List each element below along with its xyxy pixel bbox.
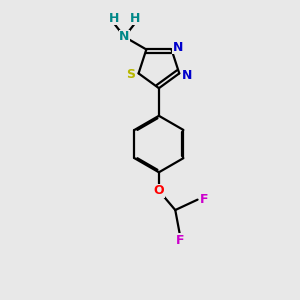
Text: N: N bbox=[182, 69, 192, 82]
Text: N: N bbox=[173, 40, 183, 54]
Text: H: H bbox=[109, 12, 119, 25]
Text: O: O bbox=[154, 184, 164, 197]
Text: N: N bbox=[119, 30, 130, 43]
Text: S: S bbox=[126, 68, 135, 81]
Text: F: F bbox=[176, 234, 184, 247]
Text: H: H bbox=[130, 12, 140, 25]
Text: F: F bbox=[200, 193, 208, 206]
